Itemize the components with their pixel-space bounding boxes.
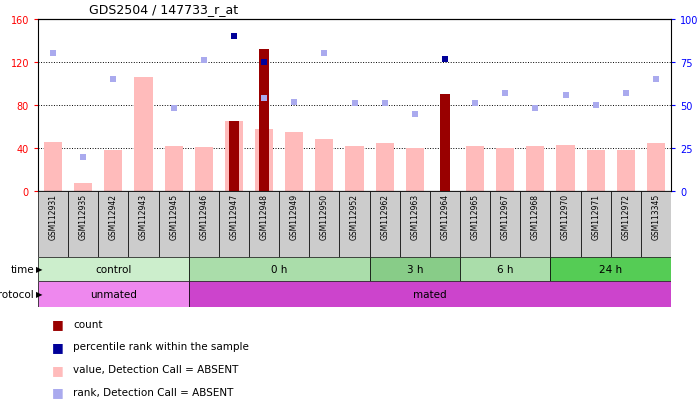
Text: ■: ■ [52, 385, 64, 399]
Bar [285, 133, 303, 192]
Bar [128, 192, 158, 257]
Bar [406, 149, 424, 192]
Bar [460, 257, 551, 281]
Bar [369, 192, 400, 257]
Text: ■: ■ [52, 363, 64, 376]
Text: GSM113345: GSM113345 [651, 194, 660, 240]
Bar [556, 145, 574, 192]
Text: GSM112949: GSM112949 [290, 194, 299, 240]
Text: GSM112962: GSM112962 [380, 194, 389, 240]
Bar [225, 122, 243, 192]
Bar [346, 147, 364, 192]
Bar [460, 192, 490, 257]
Text: percentile rank within the sample: percentile rank within the sample [73, 342, 248, 351]
Bar [376, 143, 394, 192]
Text: rank, Detection Call = ABSENT: rank, Detection Call = ABSENT [73, 387, 233, 397]
Bar [188, 281, 671, 307]
Bar [38, 281, 188, 307]
Text: GSM112935: GSM112935 [79, 194, 88, 240]
Bar [188, 257, 369, 281]
Text: ■: ■ [52, 317, 64, 330]
Text: ■: ■ [52, 340, 64, 353]
Bar [158, 192, 188, 257]
Text: 0 h: 0 h [271, 264, 288, 274]
Bar [249, 192, 279, 257]
Text: GSM112971: GSM112971 [591, 194, 600, 240]
Bar [165, 147, 183, 192]
Bar [219, 192, 249, 257]
Text: GSM112967: GSM112967 [500, 194, 510, 240]
Bar [104, 151, 122, 192]
Text: ▶: ▶ [36, 290, 43, 299]
Bar [38, 192, 68, 257]
Text: ▶: ▶ [36, 265, 43, 274]
Bar [98, 192, 128, 257]
Text: mated: mated [413, 289, 447, 299]
Bar [255, 129, 273, 192]
Bar [586, 151, 604, 192]
Bar [400, 192, 430, 257]
Text: GSM112964: GSM112964 [440, 194, 450, 240]
Text: 24 h: 24 h [599, 264, 623, 274]
Bar [229, 122, 239, 192]
Text: value, Detection Call = ABSENT: value, Detection Call = ABSENT [73, 364, 238, 374]
Bar [369, 257, 460, 281]
Bar [188, 192, 219, 257]
Text: GSM112968: GSM112968 [531, 194, 540, 240]
Bar [647, 143, 665, 192]
Bar [466, 147, 484, 192]
Text: GSM112972: GSM112972 [621, 194, 630, 240]
Bar [195, 147, 213, 192]
Text: unmated: unmated [90, 289, 137, 299]
Text: GSM112943: GSM112943 [139, 194, 148, 240]
Bar [641, 192, 671, 257]
Text: control: control [95, 264, 131, 274]
Bar [259, 50, 269, 192]
Bar [490, 192, 520, 257]
Text: GSM112947: GSM112947 [230, 194, 239, 240]
Bar [520, 192, 551, 257]
Text: 3 h: 3 h [406, 264, 423, 274]
Bar [617, 151, 634, 192]
Bar [135, 78, 153, 192]
Text: GSM112942: GSM112942 [109, 194, 118, 240]
Bar [581, 192, 611, 257]
Bar [44, 142, 62, 192]
Text: count: count [73, 319, 103, 329]
Text: GSM112950: GSM112950 [320, 194, 329, 240]
Text: time: time [10, 264, 34, 274]
Bar [430, 192, 460, 257]
Text: protocol: protocol [0, 289, 34, 299]
Bar [315, 140, 334, 192]
Bar [309, 192, 339, 257]
Text: GSM112948: GSM112948 [260, 194, 269, 240]
Bar [440, 95, 450, 192]
Bar [611, 192, 641, 257]
Bar [551, 192, 581, 257]
Text: GSM112952: GSM112952 [350, 194, 359, 240]
Text: GDS2504 / 147733_r_at: GDS2504 / 147733_r_at [89, 3, 238, 16]
Bar [526, 147, 544, 192]
Bar [68, 192, 98, 257]
Bar [38, 257, 188, 281]
Text: GSM112945: GSM112945 [169, 194, 178, 240]
Bar [496, 149, 514, 192]
Text: GSM112931: GSM112931 [49, 194, 57, 240]
Text: GSM112970: GSM112970 [561, 194, 570, 240]
Bar [339, 192, 369, 257]
Text: GSM112965: GSM112965 [470, 194, 480, 240]
Text: GSM112946: GSM112946 [200, 194, 208, 240]
Bar [74, 184, 92, 192]
Text: 6 h: 6 h [497, 264, 514, 274]
Bar [279, 192, 309, 257]
Bar [551, 257, 671, 281]
Text: GSM112963: GSM112963 [410, 194, 419, 240]
